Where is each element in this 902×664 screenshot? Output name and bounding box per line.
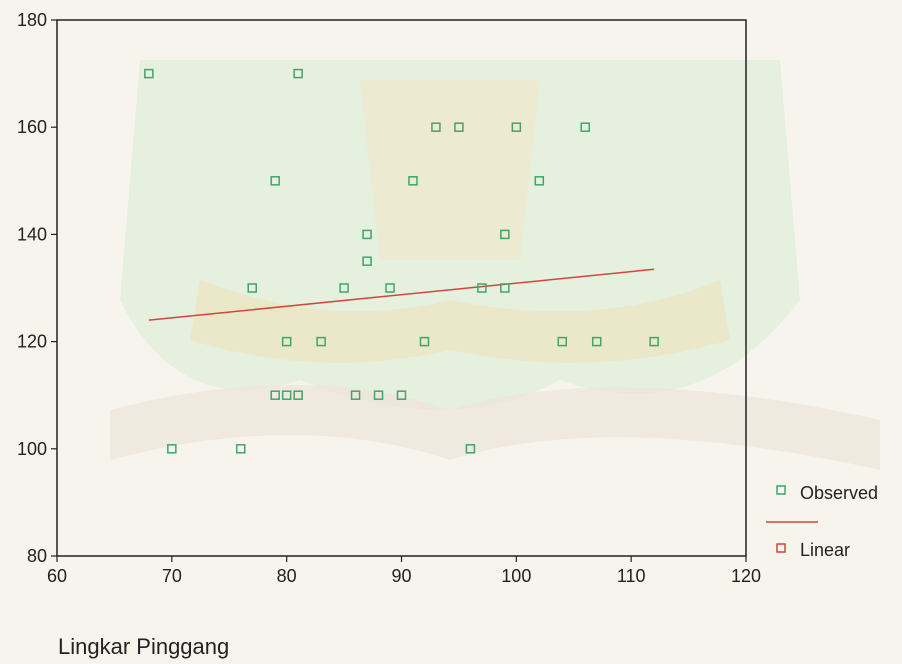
- observed-point: [339, 283, 349, 293]
- x-tick-label: 110: [617, 566, 646, 586]
- observed-point: [270, 176, 280, 186]
- x-tick-label: 60: [47, 566, 67, 586]
- observed-point: [362, 229, 372, 240]
- observed-point: [144, 68, 154, 79]
- y-tick-label: 100: [17, 439, 47, 459]
- observed-point: [465, 444, 476, 454]
- legend-linear-marker: [776, 543, 786, 553]
- observed-point: [385, 283, 395, 293]
- observed-point: [500, 283, 510, 293]
- legend-linear-label: Linear: [800, 540, 850, 560]
- observed-point: [247, 283, 257, 293]
- observed-point: [167, 444, 177, 454]
- observed-point: [316, 336, 326, 347]
- observed-point: [419, 336, 430, 347]
- x-tick-label: 70: [162, 566, 182, 586]
- x-axis: 60 70 80 90 100 110 120: [47, 556, 761, 586]
- observed-point: [235, 444, 246, 454]
- observed-point: [431, 122, 441, 132]
- y-tick-label: 180: [17, 10, 47, 30]
- observed-point: [270, 390, 280, 400]
- observed-points: [144, 68, 659, 454]
- legend-observed-marker: [776, 485, 786, 495]
- observed-point: [373, 390, 384, 400]
- observed-point: [396, 390, 407, 400]
- observed-point: [580, 122, 590, 132]
- observed-point: [362, 256, 372, 266]
- observed-point: [500, 229, 510, 240]
- observed-point: [350, 390, 361, 400]
- y-axis: 80 100 120 140 160 180: [17, 10, 57, 566]
- observed-point: [591, 336, 602, 347]
- observed-point: [408, 176, 418, 186]
- x-axis-title: Lingkar Pinggang: [58, 634, 230, 659]
- legend: Observed Linear: [766, 483, 878, 560]
- y-tick-label: 80: [27, 546, 47, 566]
- observed-point: [281, 390, 292, 400]
- observed-point: [454, 122, 464, 132]
- observed-point: [293, 68, 303, 79]
- y-tick-label: 120: [17, 332, 47, 352]
- legend-observed-label: Observed: [800, 483, 878, 503]
- y-tick-label: 140: [17, 224, 47, 244]
- linear-fit-line: [148, 268, 655, 321]
- observed-point: [557, 336, 568, 347]
- observed-point: [293, 390, 303, 400]
- observed-point: [649, 336, 659, 347]
- observed-point: [477, 283, 487, 293]
- observed-point: [281, 336, 292, 347]
- x-tick-label: 120: [731, 566, 761, 586]
- x-tick-label: 90: [391, 566, 411, 586]
- y-tick-label: 160: [17, 117, 47, 137]
- plot-frame: [56, 19, 747, 557]
- x-tick-label: 100: [501, 566, 531, 586]
- observed-point: [511, 122, 522, 132]
- linear-fit: [148, 268, 655, 321]
- x-tick-label: 80: [277, 566, 297, 586]
- observed-point: [534, 176, 545, 186]
